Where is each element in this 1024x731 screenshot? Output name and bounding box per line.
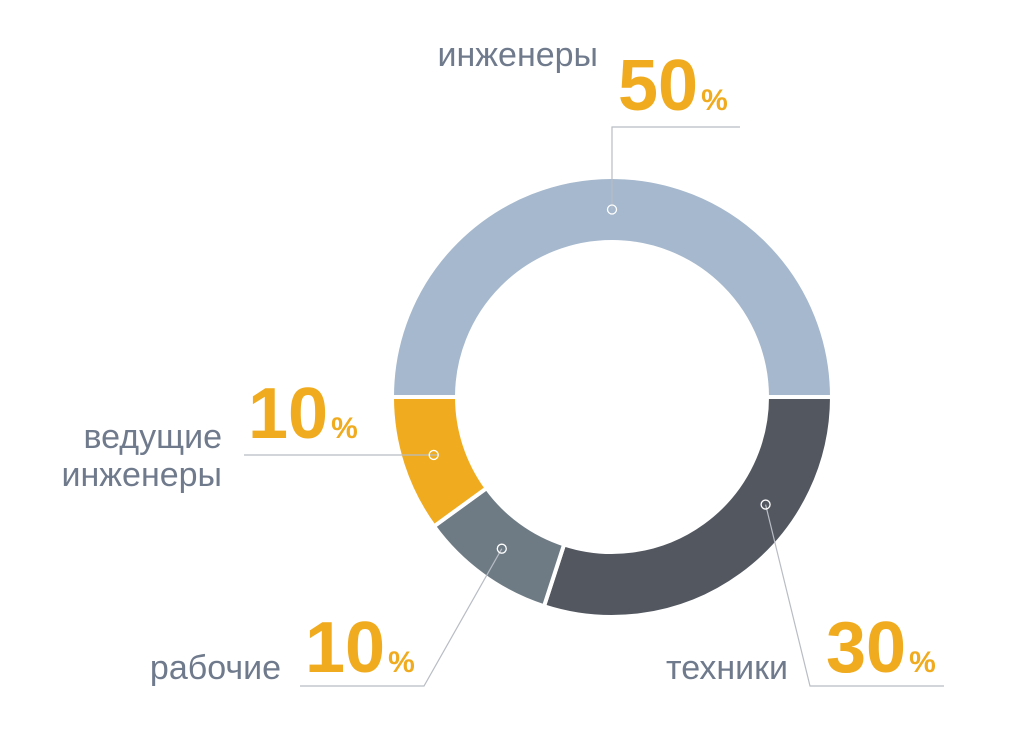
percent-sign-инженеры: % bbox=[701, 84, 728, 117]
leader-рабочие bbox=[300, 548, 503, 687]
label-ведущие-инженеры-line-2: инженеры bbox=[62, 456, 222, 494]
leader-lines bbox=[244, 126, 944, 687]
leader-техники bbox=[765, 504, 944, 687]
percent-sign-техники: % bbox=[909, 646, 936, 679]
marker-рабочие bbox=[496, 543, 507, 554]
label-ведущие-инженеры-line-1: ведущие bbox=[83, 418, 222, 456]
slice-ведущие-инженеры bbox=[389, 395, 490, 530]
value-инженеры: 50% bbox=[618, 46, 728, 126]
slice-labels: инженеры 50 %техники 30 %рабочие 10 %ведущиеин… bbox=[62, 36, 936, 688]
marker-ведущие-инженеры bbox=[428, 449, 439, 461]
leader-инженеры bbox=[611, 126, 740, 210]
value-ведущие-инженеры: 10% bbox=[248, 374, 358, 454]
label-рабочие: рабочие bbox=[150, 649, 281, 687]
label-инженеры: инженеры bbox=[438, 36, 598, 74]
marker-инженеры bbox=[606, 204, 618, 215]
percent-sign-ведущие-инженеры: % bbox=[331, 412, 358, 445]
percent-sign-рабочие: % bbox=[388, 646, 415, 679]
value-рабочие: 10% bbox=[305, 608, 415, 688]
value-техники: 30% bbox=[826, 608, 936, 688]
slice-техники bbox=[541, 395, 835, 619]
marker-техники bbox=[760, 499, 771, 510]
donut-slices bbox=[389, 175, 835, 619]
label-техники: техники bbox=[666, 649, 788, 687]
slice-инженеры bbox=[389, 175, 835, 399]
